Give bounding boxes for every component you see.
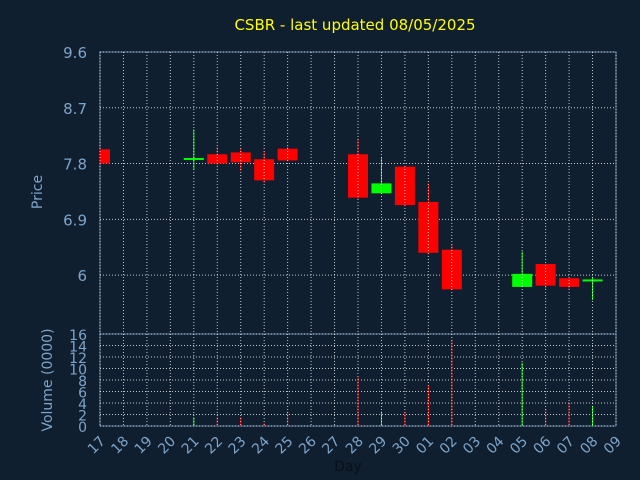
x-tick-label: 21: [179, 434, 203, 458]
volume-tick-label: 12: [69, 351, 87, 367]
volume-tick-label: 14: [69, 340, 87, 356]
candles: [99, 129, 603, 300]
x-tick-label: 23: [226, 434, 250, 458]
candle-body: [441, 249, 462, 290]
x-tick-label: 22: [202, 434, 226, 458]
x-tick-label: 25: [273, 434, 297, 458]
volume-tick-label: 16: [69, 328, 87, 344]
x-tick-labels: 17 18 19 20 21 22 23 24 25 26 27 28 29 30 01 02 03 04 05 06…: [85, 433, 625, 457]
volume-tick-label: 6: [78, 386, 87, 402]
candle-body: [394, 166, 415, 206]
x-tick-label: 20: [155, 434, 179, 458]
x-tick-label: 02: [437, 434, 461, 458]
volume-tick-label: 8: [78, 374, 87, 390]
x-tick-label: 30: [390, 434, 414, 458]
price-tick-label: 6.9: [63, 211, 87, 229]
x-tick-label: 05: [507, 434, 531, 458]
x-tick-label: 07: [554, 434, 578, 458]
x-tick-label: 08: [577, 434, 601, 458]
candle-body: [418, 201, 439, 253]
x-tick-label: 27: [319, 434, 343, 458]
x-tick-label: 26: [296, 433, 320, 457]
x-tick-label: 24: [249, 433, 273, 457]
x-gridlines: [99, 52, 617, 426]
volume-tick-label: 10: [69, 363, 87, 379]
price-axis-label: Price: [30, 175, 46, 209]
price-panel: 9.6 8.7 7.8 6.9 6: [63, 44, 617, 335]
x-tick-label: 18: [108, 434, 132, 458]
volume-axis-label: Volume (0000): [40, 328, 56, 431]
price-tick-label: 7.8: [63, 156, 87, 174]
x-tick-label: 19: [132, 434, 156, 458]
candle-body: [559, 278, 580, 287]
x-tick-label: 04: [484, 433, 508, 457]
x-tick-label: 09: [601, 434, 625, 458]
price-tick-label: 6: [77, 267, 87, 285]
volume-bars: [193, 339, 594, 426]
x-tick-label: 03: [460, 434, 484, 458]
price-tick-label: 9.6: [63, 44, 87, 62]
candle-body: [183, 157, 204, 160]
x-tick-label: 17: [85, 434, 109, 458]
candle-body: [371, 183, 392, 194]
price-tick-label: 8.7: [63, 100, 87, 118]
x-axis-label: Day: [334, 459, 362, 475]
x-tick-label: 29: [366, 434, 390, 458]
candle-body: [100, 149, 110, 164]
price-tick-labels: 9.6 8.7 7.8 6.9 6: [63, 44, 87, 285]
volume-tick-label: 2: [78, 409, 87, 425]
x-tick-label: 06: [531, 433, 555, 457]
candle-body: [207, 154, 228, 164]
chart-title: CSBR - last updated 08/05/2025: [234, 16, 475, 34]
volume-tick-label: 0: [78, 420, 87, 436]
volume-tick-label: 4: [78, 397, 87, 413]
x-tick-label: 01: [413, 434, 437, 458]
x-tick-label: 28: [343, 434, 367, 458]
